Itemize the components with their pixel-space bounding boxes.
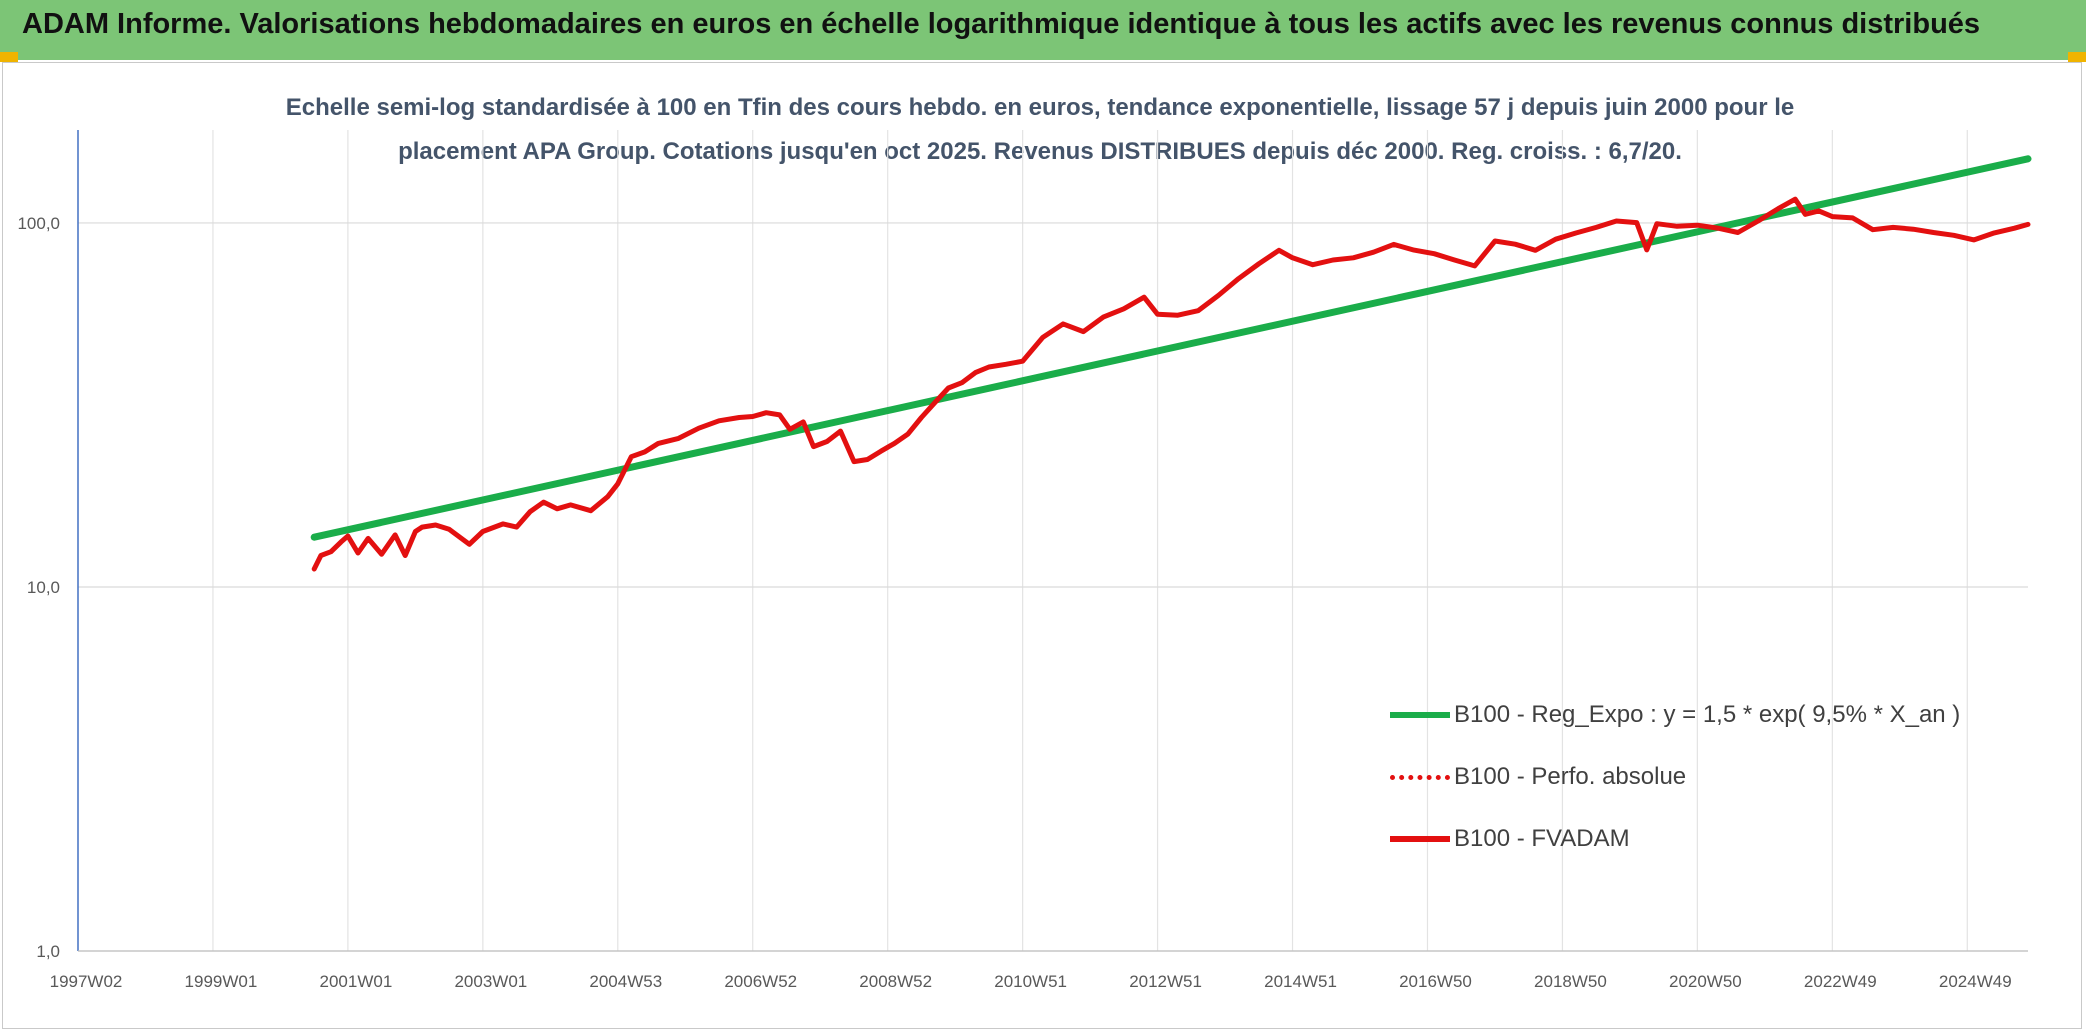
x-tick-label-12: 2020W50: [1669, 972, 1742, 991]
legend-item-reg-expo: B100 - Reg_Expo : y = 1,5 * exp( 9,5% * …: [1390, 684, 2050, 746]
series-line-0: [310, 155, 2032, 541]
x-tick-label-14: 2024W49: [1939, 972, 2012, 991]
series-line-2: [311, 196, 2031, 572]
y-tick-label-1: 10,0: [27, 578, 60, 597]
x-tick-label-7: 2010W51: [994, 972, 1067, 991]
x-tick-label-4: 2004W53: [589, 972, 662, 991]
x-tick-label-1: 1999W01: [185, 972, 258, 991]
legend-swatch-fvadam: [1390, 836, 1450, 842]
x-tick-label-13: 2022W49: [1804, 972, 1877, 991]
legend-item-fvadam: B100 - FVADAM: [1390, 808, 2050, 870]
chart-subtitle-line-2: placement APA Group. Cotations jusqu'en …: [398, 138, 1682, 165]
x-tick-label-0: 1997W02: [50, 972, 123, 991]
page-title: ADAM Informe. Valorisations hebdomadaire…: [22, 8, 1981, 40]
x-tick-label-5: 2006W52: [724, 972, 797, 991]
y-tick-label-2: 100,0: [17, 214, 60, 233]
x-tick-label-9: 2014W51: [1264, 972, 1337, 991]
corner-mark-right: [2068, 52, 2086, 62]
legend-label-perfo-absolue: B100 - Perfo. absolue: [1454, 763, 1687, 790]
legend-label-reg-expo: B100 - Reg_Expo : y = 1,5 * exp( 9,5% * …: [1454, 701, 1961, 728]
x-tick-label-6: 2008W52: [859, 972, 932, 991]
header-bar: ADAM Informe. Valorisations hebdomadaire…: [0, 0, 2086, 60]
chart-frame: [2, 62, 2082, 1029]
x-tick-label-10: 2016W50: [1399, 972, 1472, 991]
legend-item-perfo-absolue: B100 - Perfo. absolue: [1390, 746, 2050, 808]
legend-swatch-perfo-absolue: [1390, 774, 1450, 780]
corner-mark-left: [0, 52, 18, 62]
chart-subtitle: Echelle semi-log standardisée à 100 en T…: [260, 86, 1820, 174]
x-tick-label-3: 2003W01: [454, 972, 527, 991]
x-tick-label-8: 2012W51: [1129, 972, 1202, 991]
legend: B100 - Reg_Expo : y = 1,5 * exp( 9,5% * …: [1390, 684, 2050, 870]
legend-swatch-reg-expo: [1390, 712, 1450, 718]
x-tick-label-11: 2018W50: [1534, 972, 1607, 991]
chart-subtitle-line-1: Echelle semi-log standardisée à 100 en T…: [285, 94, 1795, 121]
legend-label-fvadam: B100 - FVADAM: [1454, 825, 1630, 852]
y-tick-label-0: 1,0: [36, 942, 60, 961]
x-tick-label-2: 2001W01: [320, 972, 393, 991]
